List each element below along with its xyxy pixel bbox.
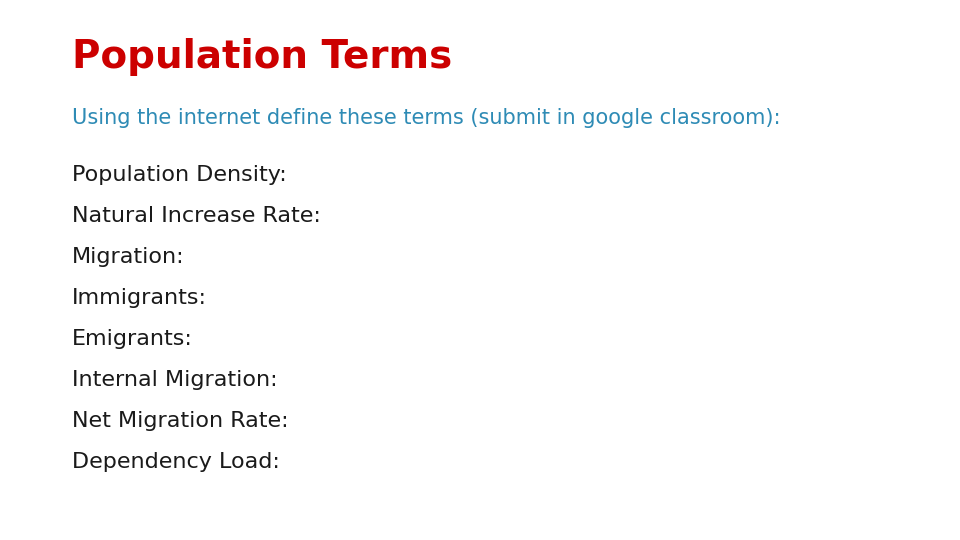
Text: Dependency Load:: Dependency Load:	[72, 452, 280, 472]
Text: Internal Migration:: Internal Migration:	[72, 370, 277, 390]
Text: Using the internet define these terms (submit in google classroom):: Using the internet define these terms (s…	[72, 108, 780, 128]
Text: Migration:: Migration:	[72, 247, 184, 267]
Text: Natural Increase Rate:: Natural Increase Rate:	[72, 206, 321, 226]
Text: Population Density:: Population Density:	[72, 165, 287, 185]
Text: Population Terms: Population Terms	[72, 38, 452, 76]
Text: Net Migration Rate:: Net Migration Rate:	[72, 411, 289, 431]
Text: Emigrants:: Emigrants:	[72, 329, 193, 349]
Text: Immigrants:: Immigrants:	[72, 288, 207, 308]
